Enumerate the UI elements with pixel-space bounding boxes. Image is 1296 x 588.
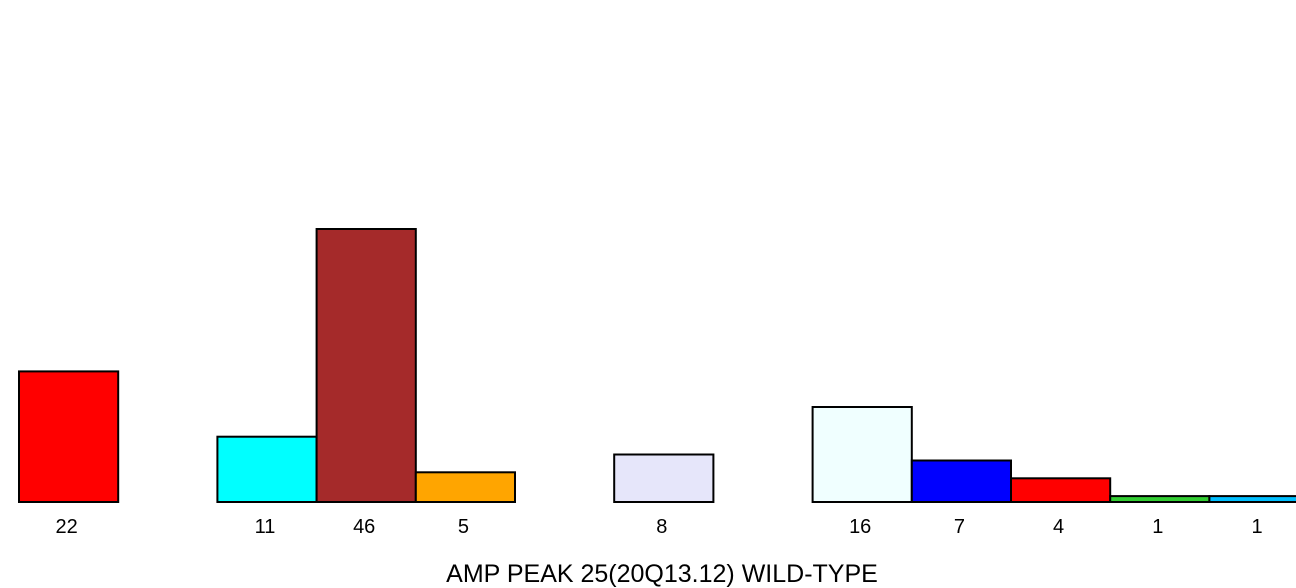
tick-label-11: 1 [1152, 516, 1163, 538]
bar-8 [811, 406, 913, 503]
bar-4 [414, 471, 516, 503]
bar-11 [1109, 495, 1211, 504]
tick-labels: 22 11 46 5 8 16 7 4 1 1 [55, 516, 1262, 538]
tick-label-8: 16 [849, 516, 871, 538]
tick-label-3: 46 [353, 516, 375, 538]
bar-10 [1010, 477, 1112, 503]
bar-12 [1208, 495, 1296, 504]
x-axis-title: AMP PEAK 25(20Q13.12) WILD-TYPE [446, 560, 878, 588]
bar-3 [315, 228, 417, 503]
tick-label-2: 11 [255, 516, 276, 538]
bar-9 [910, 459, 1012, 503]
tick-label-0: 22 [55, 516, 77, 538]
tick-label-4: 5 [458, 516, 469, 538]
bar-0 [18, 370, 120, 503]
bar-6 [613, 453, 715, 503]
tick-label-10: 4 [1053, 516, 1064, 538]
tick-label-9: 7 [954, 516, 965, 538]
bars [18, 228, 1296, 504]
tick-label-12: 1 [1251, 516, 1262, 538]
bar-2 [216, 435, 318, 504]
tick-label-6: 8 [656, 516, 667, 538]
